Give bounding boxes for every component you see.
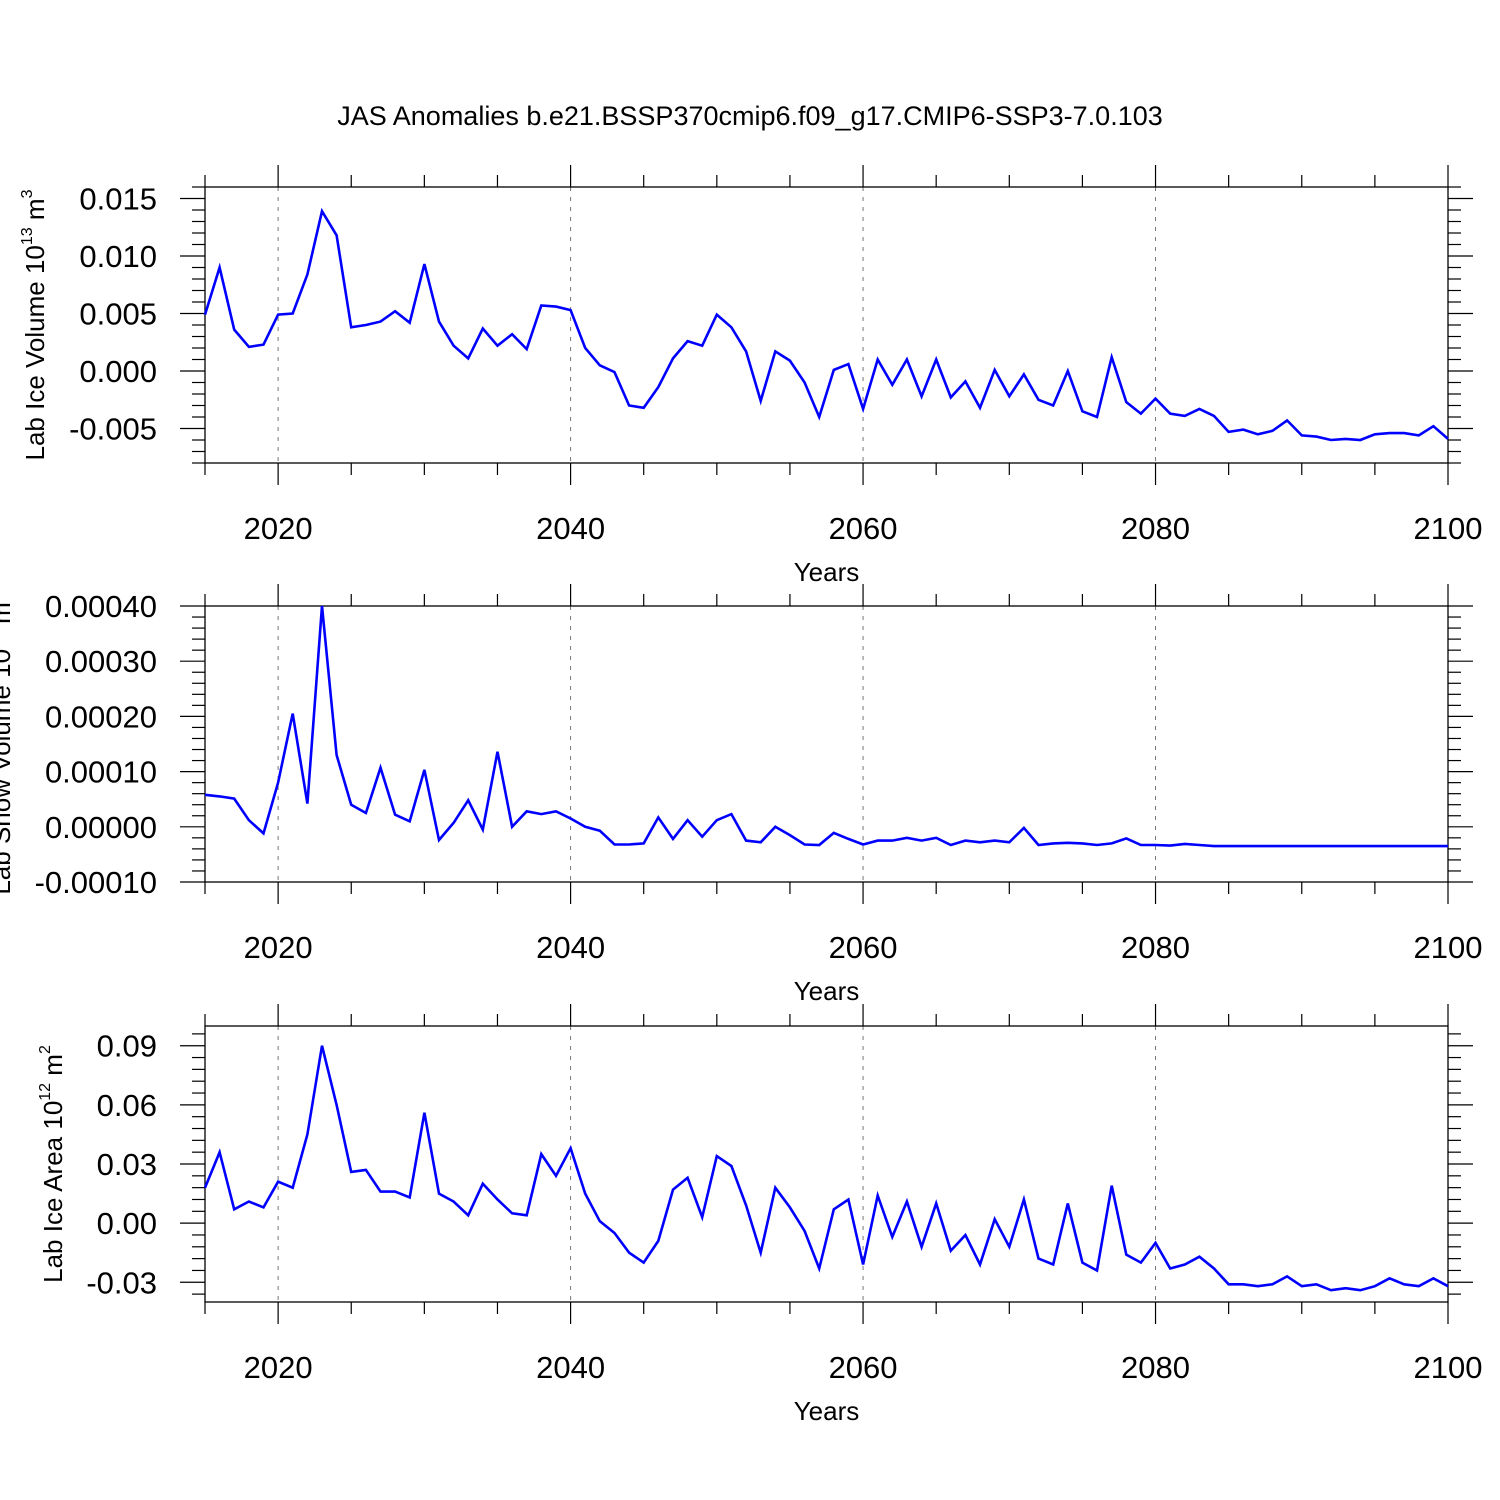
y-tick-label: 0.010	[79, 239, 157, 274]
y-axis-title-unit: m	[20, 198, 50, 227]
x-tick-label: 2080	[1121, 1350, 1190, 1385]
y-tick-label: -0.03	[86, 1265, 157, 1300]
plot-frame	[204, 186, 1449, 464]
y-axis-title-unit-exponent: 3	[0, 593, 2, 602]
y-tick-label: 0.06	[97, 1088, 157, 1123]
y-axis-title-exponent: 13	[19, 227, 36, 245]
y-axis-title-text: Lab Ice Volume 10	[20, 245, 50, 460]
x-tick-label: 2100	[1414, 930, 1483, 965]
x-tick-label: 2080	[1121, 930, 1190, 965]
x-axis-title: Years	[794, 557, 860, 587]
y-tick-label: -0.005	[69, 412, 157, 447]
x-tick-label: 2040	[536, 511, 605, 546]
x-tick-label: 2040	[536, 930, 605, 965]
x-tick-label: 2060	[829, 1350, 898, 1385]
y-axis-title-exponent: 13	[0, 631, 2, 649]
y-tick-label: 0.09	[97, 1029, 157, 1064]
y-tick-label: 0.00030	[45, 644, 157, 679]
x-tick-label: 2060	[829, 511, 898, 546]
plot-frame	[204, 1025, 1449, 1303]
y-axis-title: Lab Ice Area 1012 m2	[37, 1045, 68, 1283]
y-tick-label: 0.00010	[45, 755, 157, 790]
y-tick-label: 0.00	[97, 1206, 157, 1241]
y-axis-title: Lab Snow Volume 1013 m3	[0, 593, 16, 894]
series-line	[203, 207, 1449, 442]
x-tick-label: 2100	[1414, 1350, 1483, 1385]
y-axis-title-unit: m	[0, 602, 16, 631]
panel-1: 2020 2040 2060 2080 2100 0.015 0.010 0.005 0.000…	[19, 165, 1482, 587]
y-axis-title-unit: m	[38, 1054, 68, 1083]
y-tick-label: 0.03	[97, 1147, 157, 1182]
y-axis-title-text: Lab Snow Volume 10	[0, 649, 16, 895]
y-axis-title-text: Lab Ice Area 10	[38, 1101, 68, 1283]
x-tick-label: 2020	[244, 511, 313, 546]
series-line	[203, 1045, 1449, 1292]
y-tick-label: -0.00010	[35, 865, 157, 900]
y-tick-label: 0.00040	[45, 589, 157, 624]
x-tick-label: 2100	[1414, 511, 1483, 546]
chart-title: JAS Anomalies b.e21.BSSP370cmip6.f09_g17…	[337, 101, 1163, 131]
y-tick-label: 0.00000	[45, 810, 157, 845]
series-line	[204, 605, 1448, 848]
y-axis-title: Lab Ice Volume 1013 m3	[19, 189, 50, 460]
panel-2: 2020 2040 2060 2080 2100 0.00040 0.00030 0.0002…	[0, 584, 1482, 1006]
y-axis-title-unit-exponent: 3	[19, 189, 36, 198]
x-tick-label: 2040	[536, 1350, 605, 1385]
x-axis-title: Years	[794, 1396, 860, 1426]
x-tick-label: 2020	[244, 1350, 313, 1385]
y-axis-title-unit-exponent: 2	[37, 1045, 54, 1054]
panel-3: 2020 2040 2060 2080 2100 0.09 0.06 0.03 0.00 -0.0…	[37, 1004, 1482, 1426]
x-tick-label: 2020	[244, 930, 313, 965]
y-tick-label: 0.005	[79, 297, 157, 332]
y-axis-title-exponent: 12	[37, 1083, 54, 1101]
x-axis-title: Years	[794, 976, 860, 1006]
y-tick-label: 0.000	[79, 354, 157, 389]
x-tick-label: 2080	[1121, 511, 1190, 546]
x-tick-label: 2060	[829, 930, 898, 965]
plot-frame	[204, 605, 1449, 883]
y-tick-label: 0.00020	[45, 699, 157, 734]
y-tick-label: 0.015	[79, 182, 157, 217]
